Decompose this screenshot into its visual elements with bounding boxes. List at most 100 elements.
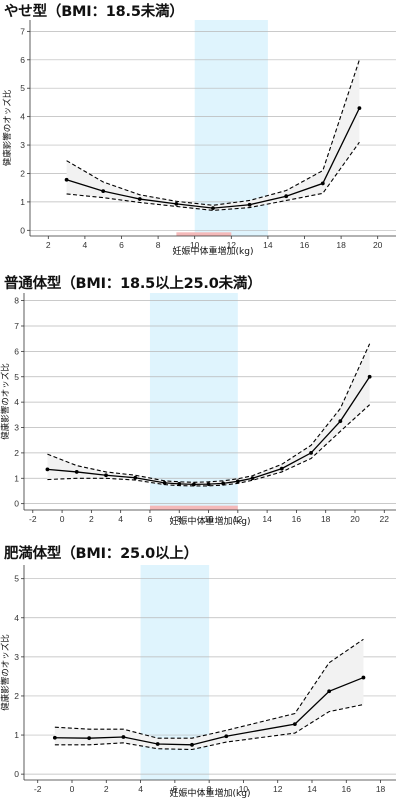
y-tick-label: 2: [14, 691, 19, 701]
recommended-range-band: [149, 293, 238, 510]
data-point: [155, 742, 160, 746]
y-tick-label: 0: [14, 769, 19, 779]
x-tick-label: 6: [119, 240, 124, 250]
y-tick-label: 5: [14, 574, 19, 584]
y-tick-label: 6: [20, 55, 25, 65]
x-tick-label: 16: [300, 240, 310, 250]
x-tick-label: 12: [227, 240, 237, 250]
data-point: [235, 479, 240, 484]
y-tick-label: 0: [20, 225, 25, 235]
y-tick-label: 6: [14, 346, 19, 356]
data-point: [45, 467, 50, 472]
data-point: [320, 181, 325, 186]
x-tick-label: 14: [307, 784, 317, 794]
data-point: [309, 450, 313, 455]
data-point: [52, 735, 57, 740]
data-point: [367, 374, 372, 379]
x-tick-label: 8: [207, 784, 212, 794]
x-axis-label: 妊娠中体重増加(kg): [170, 787, 251, 799]
x-tick-label: -2: [34, 784, 42, 794]
x-tick-label: 8: [156, 240, 161, 250]
panel-underweight: やせ型（BMI：18.5未満） 0 1 2 3 4 5 6 7 2 4 6 8 10 12 14 16 18 20…: [0, 0, 400, 270]
data-point: [137, 197, 142, 201]
x-tick-label: 4: [138, 784, 143, 794]
data-point: [177, 481, 182, 486]
baseline-range-bar: [176, 232, 232, 236]
data-point: [361, 675, 366, 680]
chart-title: 肥満体型（BMI：25.0以上）: [4, 546, 198, 562]
chart-title: やせ型（BMI：18.5未満）: [4, 4, 184, 20]
x-axis-label: 妊娠中体重増加(kg): [173, 245, 254, 257]
y-tick-label: 1: [14, 730, 19, 740]
data-point: [64, 177, 69, 182]
data-point: [101, 189, 106, 193]
data-point: [292, 722, 297, 726]
x-tick-label: 0: [60, 514, 65, 524]
data-point: [338, 419, 343, 424]
ci-band: [54, 639, 364, 750]
y-tick-label: 5: [14, 372, 19, 382]
x-tick-label: 18: [321, 514, 331, 524]
x-tick-label: 2: [104, 784, 109, 794]
data-point: [104, 473, 108, 478]
x-tick-label: 2: [89, 514, 94, 524]
x-tick-label: 22: [380, 514, 390, 524]
data-point: [284, 194, 289, 199]
y-tick-label: 1: [20, 197, 25, 207]
x-axis-label: 妊娠中体重増加(kg): [170, 515, 251, 527]
data-point: [174, 201, 179, 206]
x-tick-label: 16: [292, 514, 302, 524]
data-point: [357, 106, 362, 111]
data-point: [206, 482, 211, 487]
x-tick-label: 6: [172, 784, 177, 794]
data-point: [162, 480, 167, 485]
x-tick-label: 20: [350, 514, 360, 524]
x-tick-label: 12: [233, 514, 243, 524]
x-tick-label: 10: [239, 784, 249, 794]
data-point: [224, 734, 229, 739]
x-tick-label: 14: [262, 514, 272, 524]
y-tick-label: 3: [14, 652, 19, 662]
x-tick-label: 4: [118, 514, 123, 524]
x-tick-label: 16: [342, 784, 352, 794]
x-tick-label: 6: [148, 514, 153, 524]
y-tick-label: 2: [14, 448, 19, 458]
upper-ci-line: [54, 638, 364, 739]
chart-title: 普通体型（BMI：18.5以上25.0未満）: [4, 276, 262, 292]
data-point: [190, 742, 194, 747]
x-tick-label: 10: [190, 240, 200, 250]
x-tick-label: 2: [46, 240, 51, 250]
baseline-range-bar: [149, 505, 238, 510]
upper-ci-line: [66, 59, 360, 206]
y-tick-label: 3: [20, 140, 25, 150]
x-tick-label: 8: [177, 514, 182, 524]
y-tick-label: 1: [14, 473, 19, 483]
x-tick-label: 12: [273, 784, 283, 794]
x-tick-label: -2: [29, 514, 37, 524]
y-axis-label: 健康影響のオッズ比: [2, 90, 13, 167]
y-axis-label: 健康影響のオッズ比: [0, 363, 11, 440]
data-point: [279, 466, 284, 471]
lower-ci-line: [54, 704, 364, 751]
data-point: [87, 736, 92, 741]
lower-ci-line: [66, 141, 360, 211]
x-tick-label: 18: [336, 240, 346, 250]
x-tick-label: 10: [204, 514, 214, 524]
data-point: [327, 689, 332, 694]
x-tick-label: 4: [83, 240, 88, 250]
data-point: [211, 206, 215, 211]
ci-band: [66, 59, 360, 211]
y-tick-label: 7: [20, 26, 25, 36]
x-tick-label: 14: [263, 240, 273, 250]
y-axis-label: 健康影響のオッズ比: [0, 634, 11, 711]
panel-obese: 肥満体型（BMI：25.0以上） 0 1 2 3 4 5 -2 0 2 4 6 8 10 12 14 16 18…: [0, 540, 400, 810]
x-tick-label: 20: [373, 240, 383, 250]
lower-ci-line: [47, 404, 371, 487]
x-tick-label: 0: [70, 784, 75, 794]
data-point: [121, 735, 126, 739]
data-point: [74, 470, 79, 474]
data-point: [250, 476, 255, 481]
